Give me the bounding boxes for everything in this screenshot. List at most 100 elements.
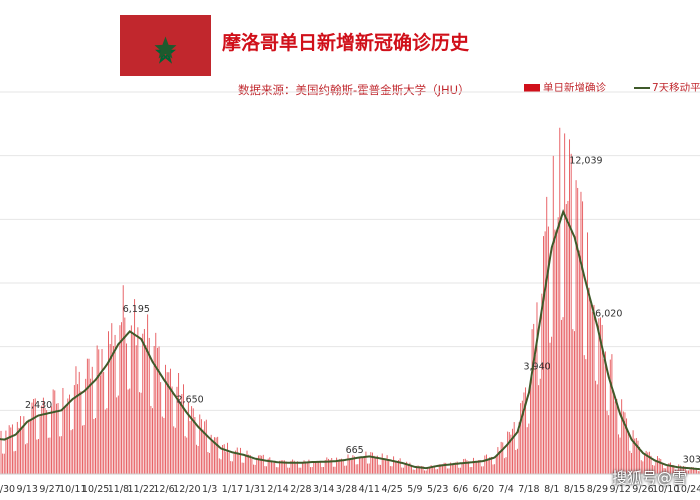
daily-bar (121, 322, 123, 474)
daily-bar (657, 456, 658, 474)
daily-bar (68, 394, 70, 474)
daily-bar (80, 391, 82, 474)
daily-bar (349, 457, 351, 474)
daily-bar (287, 467, 289, 474)
daily-bar (419, 466, 421, 474)
daily-bar (451, 463, 453, 474)
daily-bar (487, 460, 489, 474)
daily-bar (88, 358, 90, 474)
daily-bar (627, 432, 629, 474)
daily-bar (399, 458, 401, 474)
daily-bar (139, 392, 140, 474)
x-tick-label: 10/10 (652, 484, 679, 495)
daily-bar (691, 467, 693, 474)
daily-bar (306, 461, 308, 474)
daily-bar (531, 329, 533, 474)
moving-average-line (0, 208, 700, 471)
x-tick-label: 11/8 (108, 484, 129, 495)
daily-bar (39, 416, 41, 474)
daily-bar (525, 387, 527, 474)
daily-bar (414, 469, 416, 474)
daily-bar (13, 451, 15, 474)
daily-bar (661, 462, 663, 474)
daily-bar (248, 454, 250, 474)
daily-bar (257, 455, 259, 474)
x-tick-label: 2/14 (267, 484, 288, 495)
daily-bar (388, 459, 390, 474)
x-tick-label: 11/22 (128, 484, 155, 495)
daily-bar (254, 464, 256, 474)
daily-bar (331, 457, 333, 474)
daily-bar (308, 459, 310, 474)
daily-bar (323, 466, 325, 474)
daily-bar (679, 465, 681, 474)
daily-bar (569, 139, 571, 475)
daily-bar (635, 437, 637, 474)
daily-bar (269, 457, 271, 474)
x-tick-label: 9/13 (17, 484, 38, 495)
daily-bar (23, 416, 25, 474)
daily-bar (380, 464, 382, 474)
x-tick-label: 8/30 (0, 484, 15, 495)
x-tick-label: 4/25 (381, 484, 402, 495)
daily-bar (21, 427, 23, 474)
daily-bar (554, 229, 556, 474)
daily-bar (137, 327, 139, 474)
daily-bar (2, 453, 4, 474)
daily-bar (591, 311, 593, 474)
daily-bar (95, 417, 96, 474)
daily-bar (401, 467, 403, 474)
daily-bar (220, 459, 222, 474)
daily-bar (181, 393, 183, 474)
daily-bar (613, 390, 614, 474)
daily-bar (210, 434, 212, 474)
daily-bar (367, 463, 369, 474)
daily-bar (582, 201, 584, 475)
daily-bar (562, 317, 564, 474)
x-tick-label: 6/20 (473, 484, 494, 495)
daily-bar (551, 336, 553, 474)
x-tick-label: 8/1 (544, 484, 559, 495)
daily-bar (202, 429, 204, 474)
daily-bar (640, 460, 642, 474)
daily-bar (596, 384, 598, 474)
daily-bar (583, 355, 585, 474)
daily-bar (197, 445, 199, 474)
x-tick-label: 1/3 (202, 484, 217, 495)
daily-bar (600, 317, 601, 474)
daily-bar (321, 466, 323, 474)
daily-bar (145, 345, 147, 474)
watermark: 搜狐号@雪 (612, 469, 688, 487)
daily-bar (233, 452, 235, 474)
data-label: 6,020 (595, 309, 622, 320)
daily-bar (500, 441, 502, 474)
daily-bar (158, 346, 160, 474)
x-tick-label: 10/25 (82, 484, 109, 495)
daily-bar (280, 460, 282, 474)
daily-bar (533, 323, 535, 474)
daily-bar (389, 466, 391, 474)
daily-bar (303, 460, 305, 474)
daily-bar (446, 468, 448, 474)
daily-bar (696, 468, 698, 474)
daily-bar (466, 460, 468, 474)
daily-bar (256, 457, 258, 474)
daily-bar (341, 458, 342, 474)
daily-bar (215, 437, 217, 474)
daily-bar (570, 153, 572, 475)
daily-bar (546, 196, 548, 474)
data-label: 303 (683, 454, 700, 465)
daily-bar (371, 452, 373, 474)
daily-bar (433, 466, 435, 474)
daily-bar (394, 461, 396, 474)
daily-bar (316, 461, 318, 474)
daily-bar (598, 318, 600, 474)
daily-bar (77, 384, 79, 474)
daily-bar (288, 467, 290, 474)
daily-bar (57, 403, 59, 474)
daily-bar (10, 427, 12, 474)
daily-bar (442, 464, 443, 474)
daily-bar (560, 319, 562, 474)
daily-bar (474, 461, 476, 474)
